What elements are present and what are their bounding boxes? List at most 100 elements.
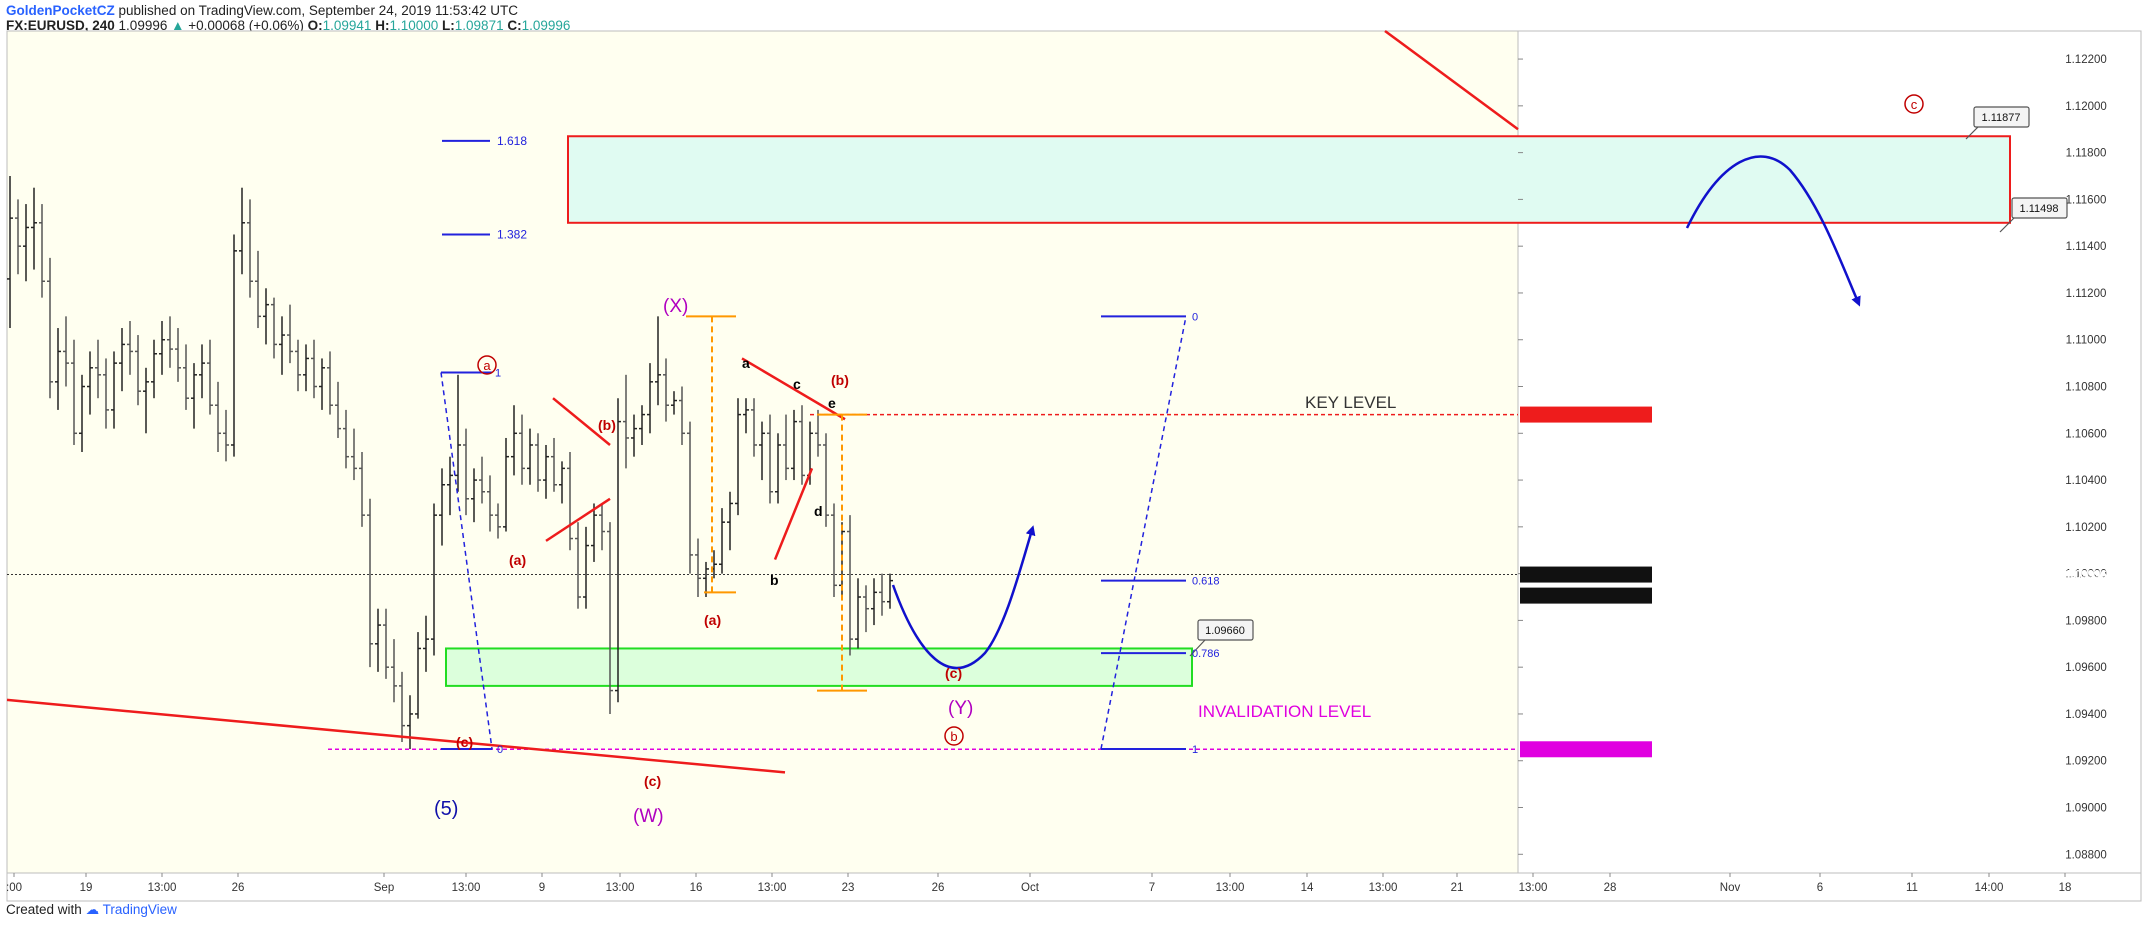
resistance-zone bbox=[567, 135, 2011, 224]
y-tick-label: 1.09800 bbox=[2065, 615, 2107, 627]
price-callout-box bbox=[1973, 106, 2030, 128]
fib-extension-label: 1.618 bbox=[497, 134, 527, 148]
upper-trendline bbox=[1384, 29, 1519, 131]
price-callout-label: 1.11498 bbox=[2020, 203, 2059, 215]
y-tick-label: 1.12200 bbox=[2065, 54, 2107, 66]
wave-label-red: (c) bbox=[456, 734, 473, 750]
x-tick-label: Nov bbox=[1720, 882, 1741, 894]
y-tick-label: 1.11400 bbox=[2066, 241, 2107, 253]
wave-label-5: (5) bbox=[434, 798, 458, 820]
key-level-label: KEY LEVEL bbox=[1305, 393, 1396, 412]
price-change: +0.00068 (+0.06%) bbox=[188, 18, 304, 33]
symbol-label: FX:EURUSD, 240 bbox=[6, 18, 115, 33]
wave-label-black: a bbox=[742, 355, 750, 371]
projection-down-arrow bbox=[1685, 155, 1861, 307]
close-value: 1.09996 bbox=[521, 18, 571, 33]
x-tick-label: 14 bbox=[1301, 882, 1314, 894]
low-label: L: bbox=[442, 18, 455, 33]
footer: Created with ☁ TradingView bbox=[6, 902, 177, 918]
x-tick-label: 19 bbox=[80, 882, 93, 894]
fib-extension-label: 1.382 bbox=[497, 227, 527, 241]
y-tick-label: 1.08800 bbox=[2065, 849, 2107, 861]
projection-up-arrow bbox=[891, 525, 1036, 670]
wave-label-red: (c) bbox=[945, 665, 962, 681]
fib-retracement-label: 0 bbox=[1192, 311, 1198, 323]
triangle2-lower-line bbox=[773, 467, 814, 561]
price-badge bbox=[1520, 741, 1652, 758]
y-tick-label: 1.10000 bbox=[2065, 569, 2107, 581]
x-tick-label: 26 bbox=[932, 882, 945, 894]
price-callout-pointer bbox=[1965, 126, 1979, 140]
y-tick-label: 1.09600 bbox=[2065, 662, 2107, 674]
triangle-lower-line bbox=[545, 497, 611, 542]
invalidation-level-label: INVALIDATION LEVEL bbox=[1198, 702, 1371, 721]
y-tick-label: 1.09000 bbox=[2065, 803, 2107, 815]
x-tick-label: Oct bbox=[1021, 882, 1040, 894]
y-tick-label: 1.11600 bbox=[2066, 194, 2107, 206]
x-tick-label: 21 bbox=[1451, 882, 1464, 894]
fib-retracement-label: 1 bbox=[1192, 744, 1198, 756]
x-tick-label: 7 bbox=[1149, 882, 1155, 894]
wave-label-red: (c) bbox=[644, 773, 661, 789]
y-tick-label: 1.09400 bbox=[2065, 709, 2107, 721]
price-badge bbox=[1520, 587, 1652, 604]
high-label: H: bbox=[375, 18, 390, 33]
x-tick-label: 28 bbox=[1604, 882, 1617, 894]
x-tick-label: 23 bbox=[842, 882, 855, 894]
triangle2-upper-line bbox=[741, 357, 846, 421]
fib-extension-label: 1 bbox=[495, 367, 501, 379]
fib-extension-label: 0 bbox=[497, 744, 503, 756]
x-tick-label: 16 bbox=[690, 882, 703, 894]
footer-created: Created with bbox=[6, 902, 82, 917]
circled-wave-label: a bbox=[483, 358, 491, 373]
footer-brand[interactable]: TradingView bbox=[102, 902, 177, 917]
wave-label-red: (b) bbox=[598, 417, 616, 433]
wave-label-w: (W) bbox=[633, 806, 664, 827]
x-tick-label: 13:00 bbox=[1369, 882, 1398, 894]
x-tick-label: 13:00 bbox=[758, 882, 787, 894]
price-callout-pointer bbox=[1189, 639, 1206, 657]
author-link[interactable]: GoldenPocketCZ bbox=[6, 3, 115, 18]
price-badge-label: 1.09249 bbox=[2065, 744, 2107, 756]
open-label: O: bbox=[307, 18, 323, 33]
open-value: 1.09941 bbox=[322, 18, 372, 33]
x-tick-label: 13:00 bbox=[1519, 882, 1548, 894]
y-tick-label: 1.10800 bbox=[2065, 382, 2107, 394]
price-badge bbox=[1520, 566, 1652, 583]
x-tick-label: 13:00 bbox=[1216, 882, 1245, 894]
price-badge-label: 1.10680 bbox=[2065, 410, 2107, 422]
wave-label-y: (Y) bbox=[948, 698, 973, 719]
price-badge bbox=[1520, 406, 1652, 423]
price-callout-box bbox=[2011, 197, 2068, 219]
wave-label-red: (a) bbox=[509, 552, 526, 568]
fib-dashed-connector bbox=[440, 372, 493, 750]
tradingview-logo-icon[interactable]: ☁ bbox=[85, 902, 100, 917]
price-badge-label: 01:06:18 bbox=[2063, 591, 2110, 603]
wave-label-black: e bbox=[828, 395, 836, 411]
x-tick-label: 13:00 bbox=[606, 882, 635, 894]
wave-label-x: (X) bbox=[663, 296, 688, 317]
x-tick-label: 13:00 bbox=[148, 882, 177, 894]
wave-label-red: (b) bbox=[831, 372, 849, 388]
circled-wave-ring bbox=[944, 726, 964, 746]
y-tick-label: 1.12000 bbox=[2065, 101, 2107, 113]
y-tick-label: 1.10400 bbox=[2065, 475, 2107, 487]
x-tick-label: :00 bbox=[6, 882, 22, 894]
low-value: 1.09871 bbox=[454, 18, 504, 33]
price-callout-label: 1.11877 bbox=[1982, 112, 2021, 124]
price-callout-box bbox=[1197, 619, 1254, 641]
circled-wave-ring bbox=[477, 355, 497, 375]
x-tick-label: 6 bbox=[1817, 882, 1823, 894]
symbol-ohlc-line: FX:EURUSD, 240 1.09996 ▲ +0.00068 (+0.06… bbox=[6, 18, 570, 33]
y-tick-label: 1.10200 bbox=[2065, 522, 2107, 534]
x-tick-label: 26 bbox=[232, 882, 245, 894]
support-zone bbox=[445, 647, 1193, 687]
y-tick-label: 1.11000 bbox=[2066, 335, 2107, 347]
publish-info: published on TradingView.com, September … bbox=[118, 3, 519, 18]
x-tick-label: 9 bbox=[539, 882, 545, 894]
wave-label-black: b bbox=[770, 572, 779, 588]
x-tick-label: 13:00 bbox=[452, 882, 481, 894]
price-callout-pointer bbox=[1999, 217, 2015, 233]
circled-wave-ring bbox=[1904, 94, 1924, 114]
